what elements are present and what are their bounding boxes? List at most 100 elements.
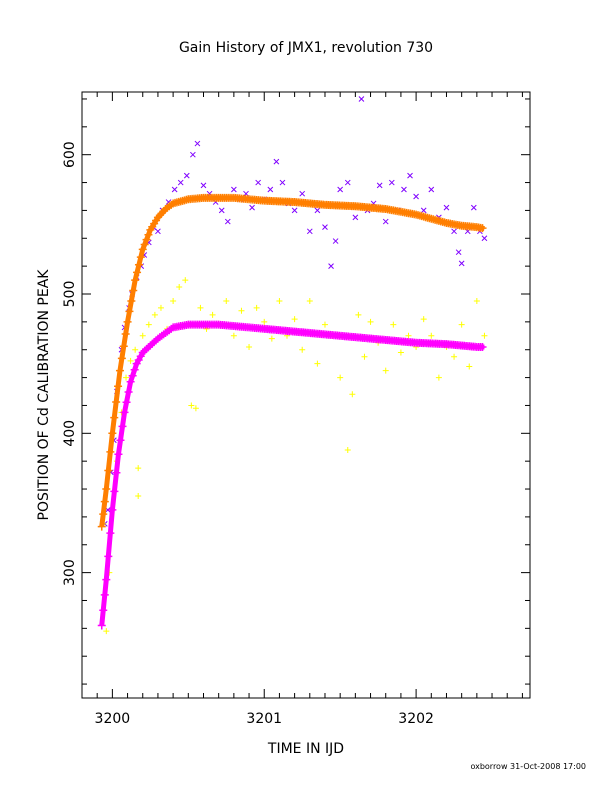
fit-curve-marker [100,590,109,599]
fit-curve-marker [99,510,108,519]
fit-curve-marker [124,387,133,396]
data-point-plus [306,297,313,304]
data-point-x [177,179,184,186]
fit-curve-marker [112,468,121,477]
data-point-plus [145,321,152,328]
data-point-plus [123,374,130,381]
data-point-x [337,186,344,193]
fit-curve-marker [144,343,153,352]
fit-curve-marker [102,485,111,494]
data-point-plus [135,493,142,499]
data-point-plus [451,353,458,360]
data-point-x [352,214,359,221]
fit-curve-marker [138,245,147,254]
data-point-x [190,151,196,158]
data-point-x [451,228,457,235]
data-point-x [183,172,190,179]
plot-frame [81,91,531,699]
data-point-x [314,207,321,214]
data-point-plus [382,367,389,374]
data-point-plus [176,284,183,291]
fit-curve-marker [138,348,147,357]
fit-curve-marker [167,200,176,209]
data-point-x [291,207,298,214]
data-point-x [322,224,328,230]
fit-curve-marker [106,529,115,538]
fit-curve-marker [123,317,132,326]
fit-curve-marker [100,497,109,506]
data-point-x [413,193,419,200]
fit-curve-marker [130,365,139,374]
fit-curve-marker [148,339,157,348]
data-point-x [376,182,383,189]
fit-curve-marker [108,505,117,514]
data-point-x [458,260,465,267]
data-point-plus [151,311,158,318]
data-point-x [328,263,334,269]
data-point-x [455,249,462,256]
data-point-plus [170,297,177,304]
data-point-plus [390,321,397,328]
fit-curve-marker [120,408,129,417]
x-tick-label: 3202 [398,711,434,727]
data-point-x [470,204,477,211]
data-point-plus [238,307,245,314]
data-point-x [155,228,161,235]
fit-curve-marker [116,436,125,445]
x-tick-label: 3201 [246,711,282,727]
fit-curve-marker [146,341,155,350]
data-point-x [344,179,351,186]
data-point-plus [458,321,465,328]
fit-curve-marker [133,268,142,277]
x-axis-ticks: 3200 3201 3202 [81,92,523,727]
credit-footer: oxborrow 31-Oct-2008 17:00 [470,762,586,771]
y-tick-label: 600 [62,141,78,168]
fit-curve-marker [150,338,159,347]
y-tick-label: 500 [62,281,78,308]
fit-curve-marker [104,552,113,561]
data-point-plus [246,343,253,350]
data-point-plus [157,304,164,311]
data-point-plus [268,335,275,342]
data-point-plus [253,304,260,311]
fit-curve-marker [118,422,127,431]
fit-curve-marker [114,382,123,391]
fit-curve-marker [119,342,128,351]
data-point-plus [466,363,473,370]
data-point-plus [197,304,204,311]
data-point-plus [127,357,134,364]
data-point-x [420,207,427,214]
fit-curve-marker [99,606,108,615]
data-point-plus [349,391,356,398]
fit-curve [99,322,485,626]
fit-curve-marker [140,240,149,249]
data-point-plus [314,360,321,367]
data-point-x [255,179,262,186]
data-point-x [358,96,365,102]
fit-curve-marker [115,366,124,375]
data-point-plus [355,311,362,318]
data-point-plus [428,332,435,339]
data-point-x [279,179,286,186]
data-point-x [231,186,237,193]
chart-title: Gain History of JMX1, revolution 730 [179,40,433,56]
data-point-x [194,140,201,147]
fit-curve-marker [142,345,151,354]
fit-curve-marker [122,398,131,407]
fit-curve-marker [117,354,126,363]
data-point-plus [182,277,189,284]
y-tick-label: 400 [62,420,78,447]
fit-curve-marker [478,224,487,233]
data-point-plus [103,628,110,635]
y-axis-ticks: 300 400 500 600 [62,98,530,685]
fit-curve-marker [126,377,135,386]
fit-curve-marker [106,447,115,456]
data-point-x [388,179,395,186]
fit-curve [99,195,485,527]
fit-curve-marker [478,342,487,351]
data-point-plus [321,321,328,328]
data-point-plus [405,332,412,339]
fit-curve-marker [97,522,106,531]
data-point-x [224,218,231,225]
